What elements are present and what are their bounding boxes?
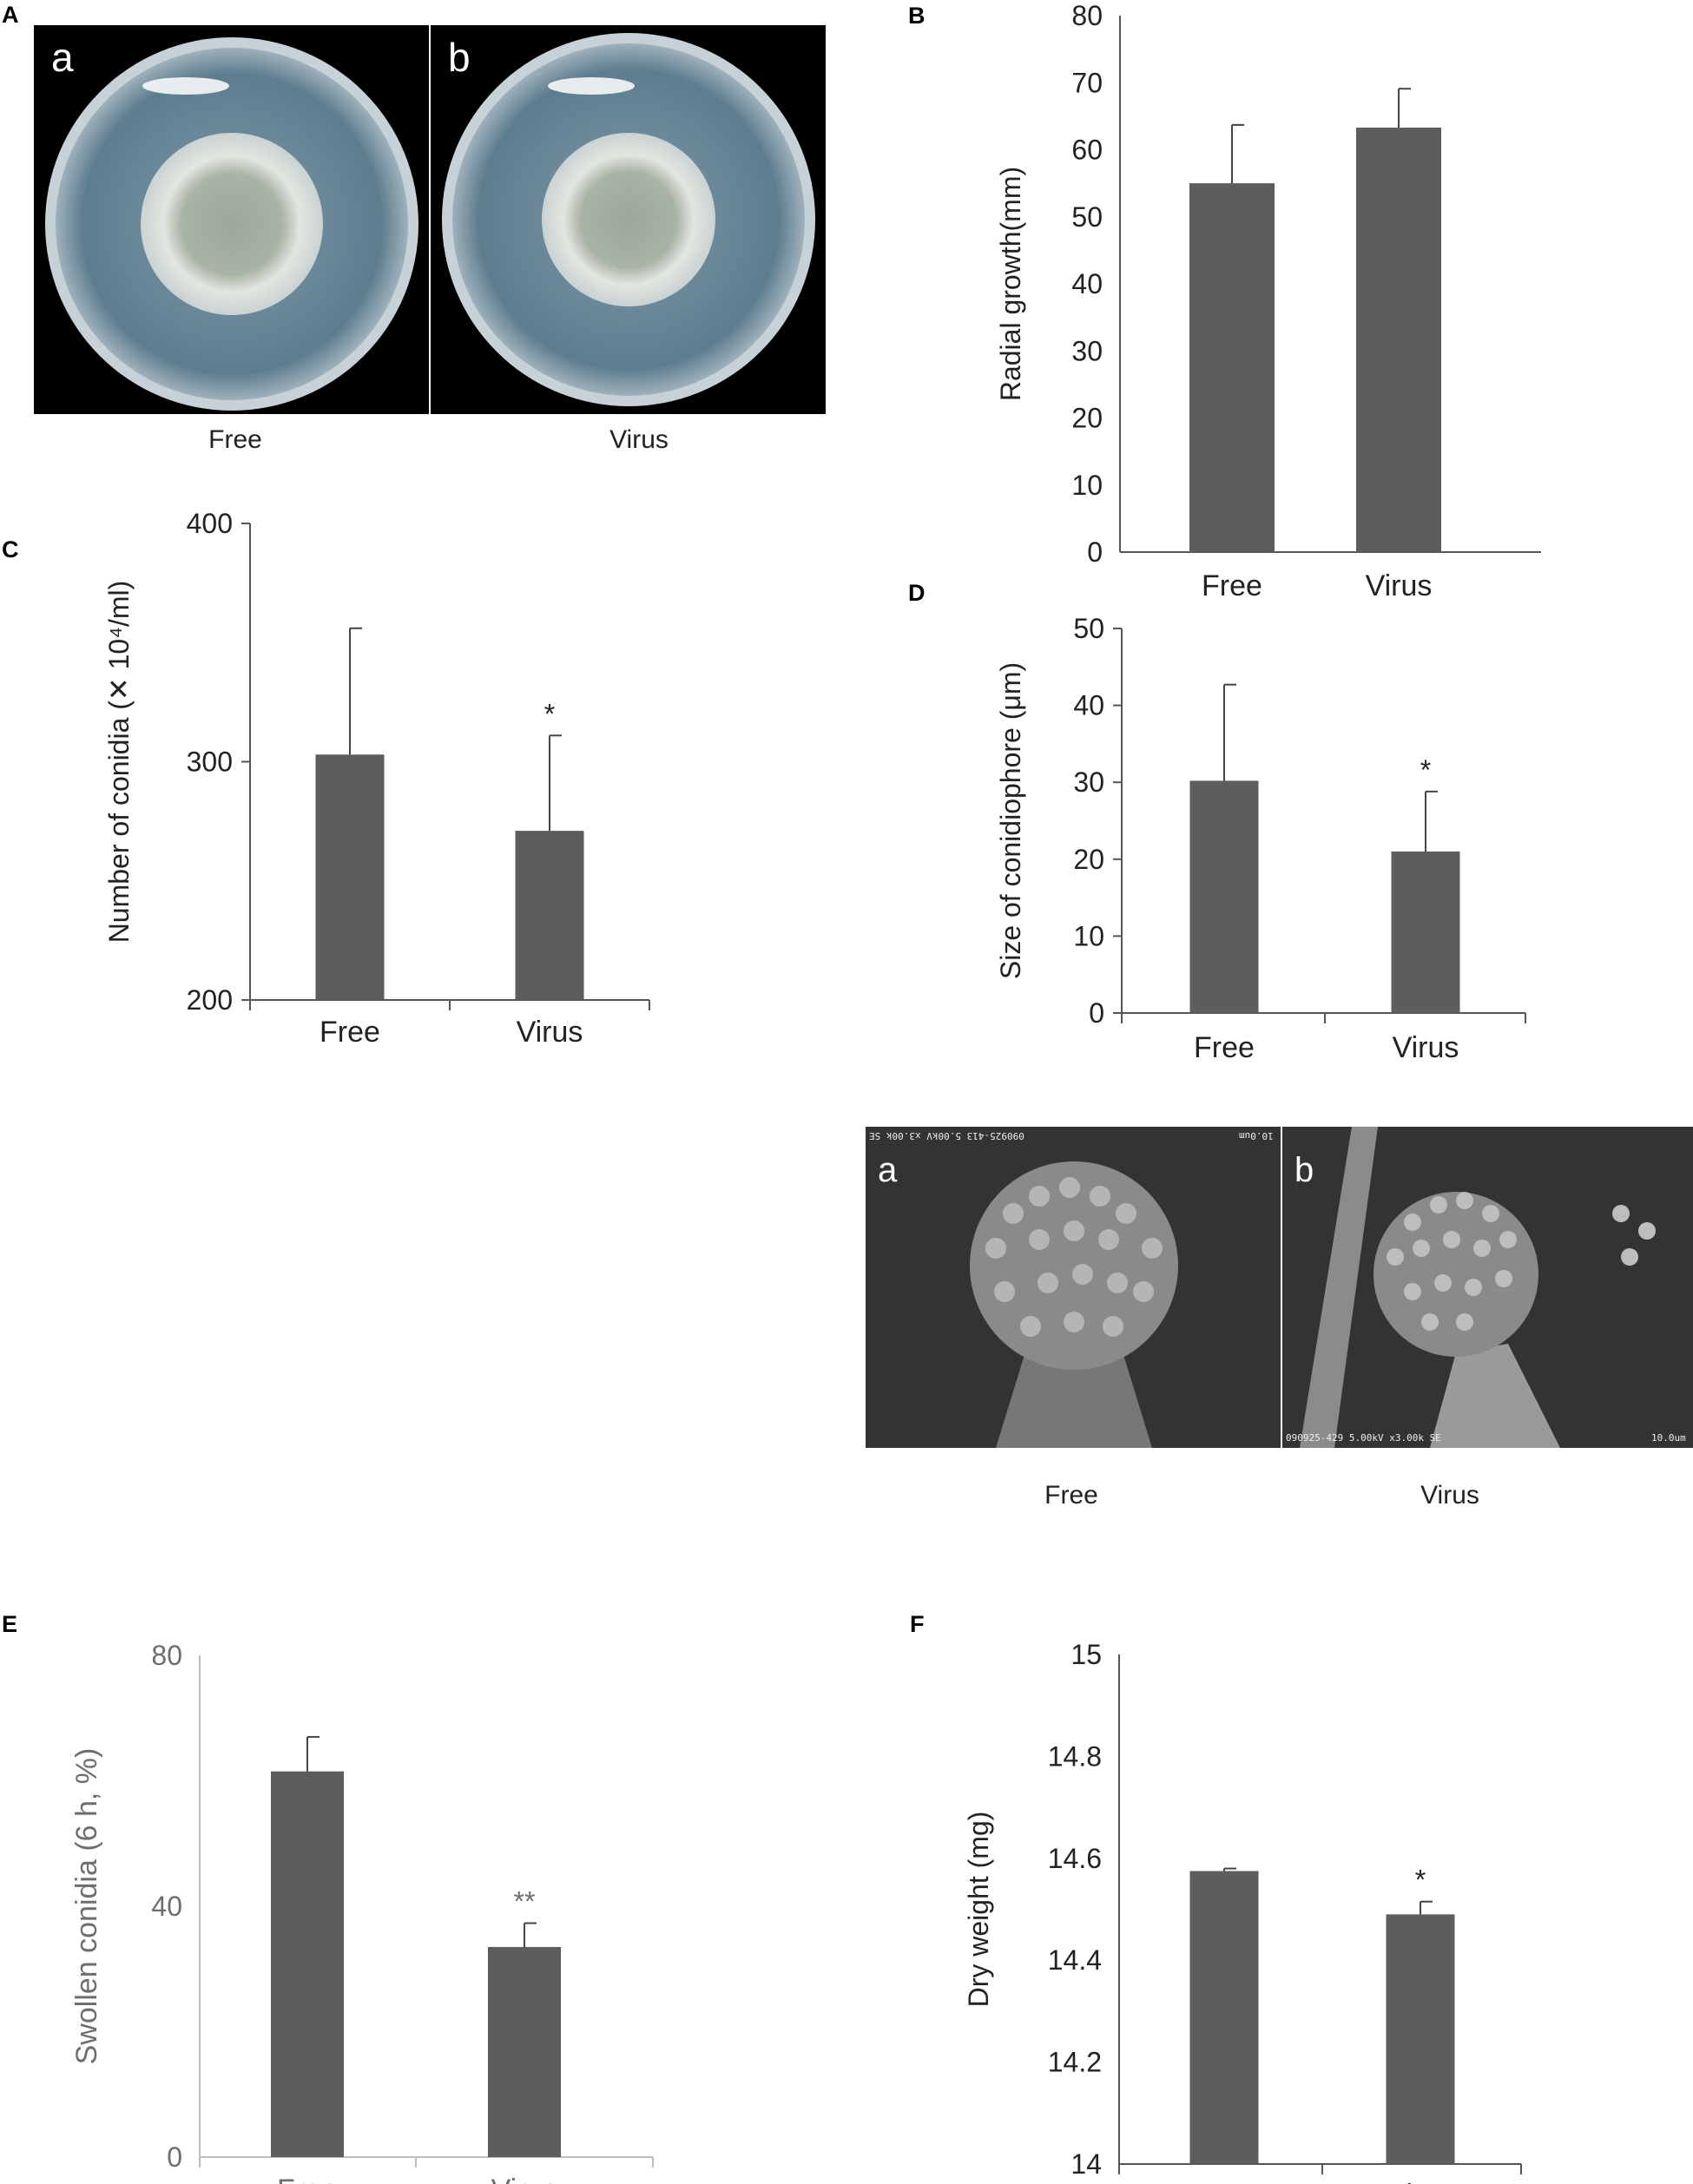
y-tick-label: 30 <box>1073 766 1104 798</box>
panel-letter-f: F <box>910 1611 925 1637</box>
bar-free <box>1189 183 1275 552</box>
bar-free <box>1189 780 1259 1013</box>
category-label-free: Free <box>277 2174 338 2184</box>
photo-label-free: Free <box>208 425 262 454</box>
y-tick-label: 50 <box>1073 613 1104 644</box>
sub-letter-a: a <box>878 1151 898 1189</box>
bar-free <box>315 754 385 1000</box>
category-label-virus: Virus <box>1387 2179 1454 2184</box>
y-tick-label: 20 <box>1071 403 1103 434</box>
y-axis-label: Swollen conidia (6 h, %) <box>70 1748 103 2065</box>
y-tick-label: 14.4 <box>1048 1944 1102 1976</box>
bar-virus <box>515 831 584 1000</box>
y-tick-label: 60 <box>1071 135 1103 166</box>
y-tick-label: 70 <box>1071 67 1103 98</box>
y-tick-label: 15 <box>1070 1639 1102 1670</box>
y-tick-label: 400 <box>187 508 233 539</box>
y-tick-label: 50 <box>1071 201 1103 233</box>
significance-marker: * <box>1420 754 1431 786</box>
sub-letter-a: a <box>51 35 74 80</box>
panel-letter-d: D <box>908 580 926 606</box>
y-tick-label: 80 <box>151 1640 182 1671</box>
category-label-free: Free <box>1202 569 1262 602</box>
bar-virus <box>488 1946 561 2157</box>
petri-dish-image <box>442 33 815 406</box>
bar-free <box>1189 1871 1259 2164</box>
sem-scale-virus: 10.0um <box>1651 1432 1686 1444</box>
significance-marker: ** <box>514 1886 536 1918</box>
bar-virus <box>1356 128 1441 552</box>
sem-label-free: Free <box>1044 1481 1098 1510</box>
sem-image <box>1282 1127 1693 1448</box>
panel-letter-c: C <box>2 536 19 562</box>
y-tick-label: 0 <box>167 2141 182 2173</box>
bar-virus <box>1391 851 1460 1013</box>
sub-letter-b: b <box>1294 1151 1314 1189</box>
category-label-virus: Virus <box>517 1016 583 1049</box>
y-axis-label: Size of conidiophore (μm) <box>995 662 1026 979</box>
sem-caption-virus: 090925-429 5.00kV x3.00k SE <box>1286 1432 1441 1444</box>
sem-photo-virus: 090925-429 5.00kV x3.00k SE 10.0um b <box>1282 1127 1693 1448</box>
category-label-free: Free <box>1194 2179 1255 2184</box>
y-tick-label: 40 <box>151 1891 182 1922</box>
y-tick-label: 200 <box>187 984 233 1016</box>
category-label-free: Free <box>1194 1031 1255 1064</box>
sem-image <box>866 1127 1281 1448</box>
y-tick-label: 14 <box>1070 2148 1102 2180</box>
y-tick-label: 10 <box>1073 920 1104 951</box>
y-tick-label: 40 <box>1073 690 1104 721</box>
y-tick-label: 40 <box>1071 268 1103 299</box>
y-tick-label: 20 <box>1073 844 1104 875</box>
bar-free <box>271 1771 344 2157</box>
significance-marker: * <box>1415 1865 1426 1896</box>
sub-letter-b: b <box>448 35 471 80</box>
y-tick-label: 10 <box>1071 470 1103 501</box>
y-tick-label: 0 <box>1087 536 1103 568</box>
photo-label-virus: Virus <box>609 425 669 454</box>
y-tick-label: 14.2 <box>1048 2047 1102 2078</box>
petri-dish-photo-free: a <box>34 25 429 414</box>
category-label-virus: Virus <box>1393 1031 1459 1064</box>
y-axis-label: Radial growth(mm) <box>995 167 1026 401</box>
y-tick-label: 30 <box>1071 335 1103 366</box>
y-tick-label: 300 <box>187 747 233 778</box>
category-label-virus: Virus <box>491 2174 558 2184</box>
y-axis-label: Number of conidia (✕ 10⁴/ml) <box>103 581 135 944</box>
sem-label-virus: Virus <box>1420 1481 1479 1510</box>
sem-photo-free: 090925-413 5.00kV x3.00k SE 10.0um a <box>866 1127 1281 1448</box>
y-tick-label: 0 <box>1089 997 1104 1029</box>
petri-dish-photo-virus: b <box>431 25 826 414</box>
y-axis-label: Dry weight (mg) <box>963 1812 994 2008</box>
y-tick-label: 14.6 <box>1048 1843 1102 1874</box>
category-label-virus: Virus <box>1366 569 1433 602</box>
panel-letter-e: E <box>2 1611 17 1637</box>
panel-letter-b: B <box>908 3 926 29</box>
petri-dish-image <box>45 37 418 411</box>
significance-marker: * <box>544 698 555 729</box>
panel-letter-a: A <box>2 2 19 28</box>
category-label-free: Free <box>319 1016 380 1049</box>
bar-virus <box>1386 1914 1455 2164</box>
y-tick-label: 14.8 <box>1048 1740 1102 1772</box>
y-tick-label: 80 <box>1071 0 1103 31</box>
